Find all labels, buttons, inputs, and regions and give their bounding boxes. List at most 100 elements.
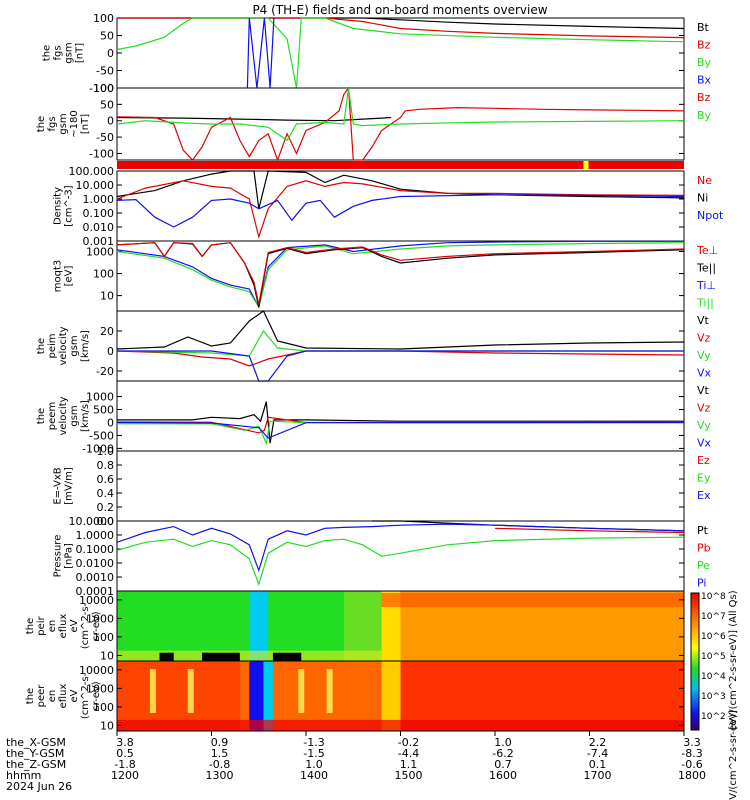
y-tick-label: 10 <box>100 290 114 303</box>
y-tick-label: 1.000 <box>83 193 115 206</box>
y-tick-label: 0.0010 <box>76 571 115 584</box>
y-axis-label-line: [cm^-3] <box>64 185 75 226</box>
legend-entry: Vy <box>697 349 711 362</box>
series-line-Vz <box>116 350 685 367</box>
x-tick-label: 0.7 <box>494 758 512 771</box>
y-tick-label: 0 <box>107 416 114 429</box>
x-tick-label: -4.4 <box>398 747 419 760</box>
panel-frame <box>116 380 685 452</box>
y-tick-label: 10000 <box>79 594 114 607</box>
x-tick-label: 3.8 <box>116 736 134 749</box>
status-bar-red <box>117 161 684 169</box>
y-axis-label-line: peem <box>47 402 58 430</box>
spectrogram-cell <box>326 669 333 713</box>
spectrogram-cell <box>239 661 250 731</box>
colorbar-label-text: [eV/(cm^2-s-sr-eV)] <box>728 710 739 800</box>
panel-fgs-sm: 100 50 0 -50 -100 the fgs gsm ~180 [nT] Bz By <box>36 82 712 162</box>
series-line-Bz <box>116 86 685 162</box>
legend-entry: Bx <box>697 74 712 87</box>
series-line-Bz <box>117 17 685 39</box>
spectrogram-cell <box>202 652 240 661</box>
series-line-Ne <box>116 180 685 239</box>
y-axis-label-line: fgs <box>53 45 64 60</box>
y-axis-label-line: velocity <box>58 326 69 365</box>
x-tick-label: -1.5 <box>303 747 324 760</box>
y-axis-label: E=-VxB [mV/m] <box>53 467 75 505</box>
series-line-Te <box>116 242 685 305</box>
x-row-label: the_X-GSM <box>6 736 66 749</box>
y-tick-label: 100 <box>93 82 114 95</box>
y-tick-label: 100.000 <box>69 165 115 178</box>
y-tick-label: 50 <box>100 30 114 43</box>
spectrogram-cell <box>117 591 241 661</box>
y-axis-label-line: fgs <box>47 116 58 131</box>
y-axis-label-line: E=-VxB <box>53 467 64 504</box>
y-axis-label: moqt3 [eV] <box>53 260 75 293</box>
series-line-Vz <box>116 416 684 434</box>
legend-entry: Te⊥ <box>696 244 718 257</box>
x-tick-label: 1600 <box>489 769 517 782</box>
y-tick-label: 0.1000 <box>76 543 115 556</box>
y-axis-label-line: peir <box>36 615 47 635</box>
y-axis-label-line: peer <box>36 684 47 708</box>
x-tick-label: 0.5 <box>116 747 134 760</box>
series-line-Vt <box>116 310 685 350</box>
spectrogram-cell <box>249 591 269 661</box>
legend-entry: Pb <box>697 542 711 555</box>
legend-entry: Vx <box>697 367 712 380</box>
y-axis-label-line: the <box>36 408 47 424</box>
spectrogram-cell <box>400 661 685 731</box>
legend-entry: Vz <box>697 332 711 345</box>
y-tick-label: 0.0001 <box>76 585 115 598</box>
y-tick-label: 100 <box>93 12 114 25</box>
legend-entry: Vt <box>697 314 710 327</box>
colorbar-tick: 10^5 <box>701 652 726 662</box>
y-tick-label: 1.0 <box>97 445 115 458</box>
x-tick-label: 1200 <box>111 769 139 782</box>
spectrogram-cell <box>239 591 250 661</box>
x-tick-label: 1700 <box>584 769 612 782</box>
legend-entry: Pe <box>697 559 710 572</box>
y-tick-label: 1000 <box>86 246 114 259</box>
y-axis-label-line: eflux <box>58 614 69 639</box>
y-axis-label-line: the <box>25 618 36 634</box>
y-axis-label-line: velocity <box>58 396 69 435</box>
legend-entry: Te|| <box>696 262 716 275</box>
y-tick-label: 50 <box>100 98 114 111</box>
series-line-Bt <box>117 17 685 30</box>
spectrogram-cell <box>298 669 305 713</box>
y-axis-label-line: gsm <box>58 113 69 134</box>
x-tick-label: 1.5 <box>211 747 229 760</box>
y-axis-label-line: the <box>42 45 53 61</box>
colorbar-tick: 10^3 <box>701 692 726 702</box>
legend-entry: By <box>697 56 712 69</box>
y-axis-label: the fgs gsm [nT] <box>42 42 86 63</box>
y-tick-label: -50 <box>96 131 114 144</box>
colorbar-label-text: [eV/(cm^2-s-sr-eV)] (All Qs) <box>728 590 739 729</box>
y-tick-label: 10 <box>100 719 114 732</box>
x-tick-label: 1300 <box>206 769 234 782</box>
y-tick-label: -1000 <box>82 442 114 455</box>
x-tick-label: -0.8 <box>209 758 230 771</box>
spectrogram-cell <box>187 669 194 713</box>
y-axis-label-line: sr-eV) <box>91 681 102 710</box>
colorbar-tick: 10^4 <box>701 672 726 682</box>
y-tick-label: 0 <box>107 47 114 60</box>
x-tick-label: -8.3 <box>681 747 702 760</box>
spectrogram-cell <box>117 661 241 731</box>
series-line-By <box>116 87 685 142</box>
y-axis-label-line: en <box>47 620 58 633</box>
legend-entry: Vx <box>697 437 712 450</box>
y-tick-label: 0.100 <box>83 207 115 220</box>
y-axis-label: the peer en eflux eV (cm^2-s-sr-eV) <box>25 672 102 719</box>
y-axis-label-line: (cm^2-s- <box>80 602 91 649</box>
y-tick-label: 0.001 <box>83 235 115 248</box>
x-row-label: the_Y-GSM <box>6 747 64 760</box>
legend-entry: Vy <box>697 419 711 432</box>
y-tick-label: 1000 <box>86 682 114 695</box>
x-tick-label: 2.2 <box>589 736 607 749</box>
